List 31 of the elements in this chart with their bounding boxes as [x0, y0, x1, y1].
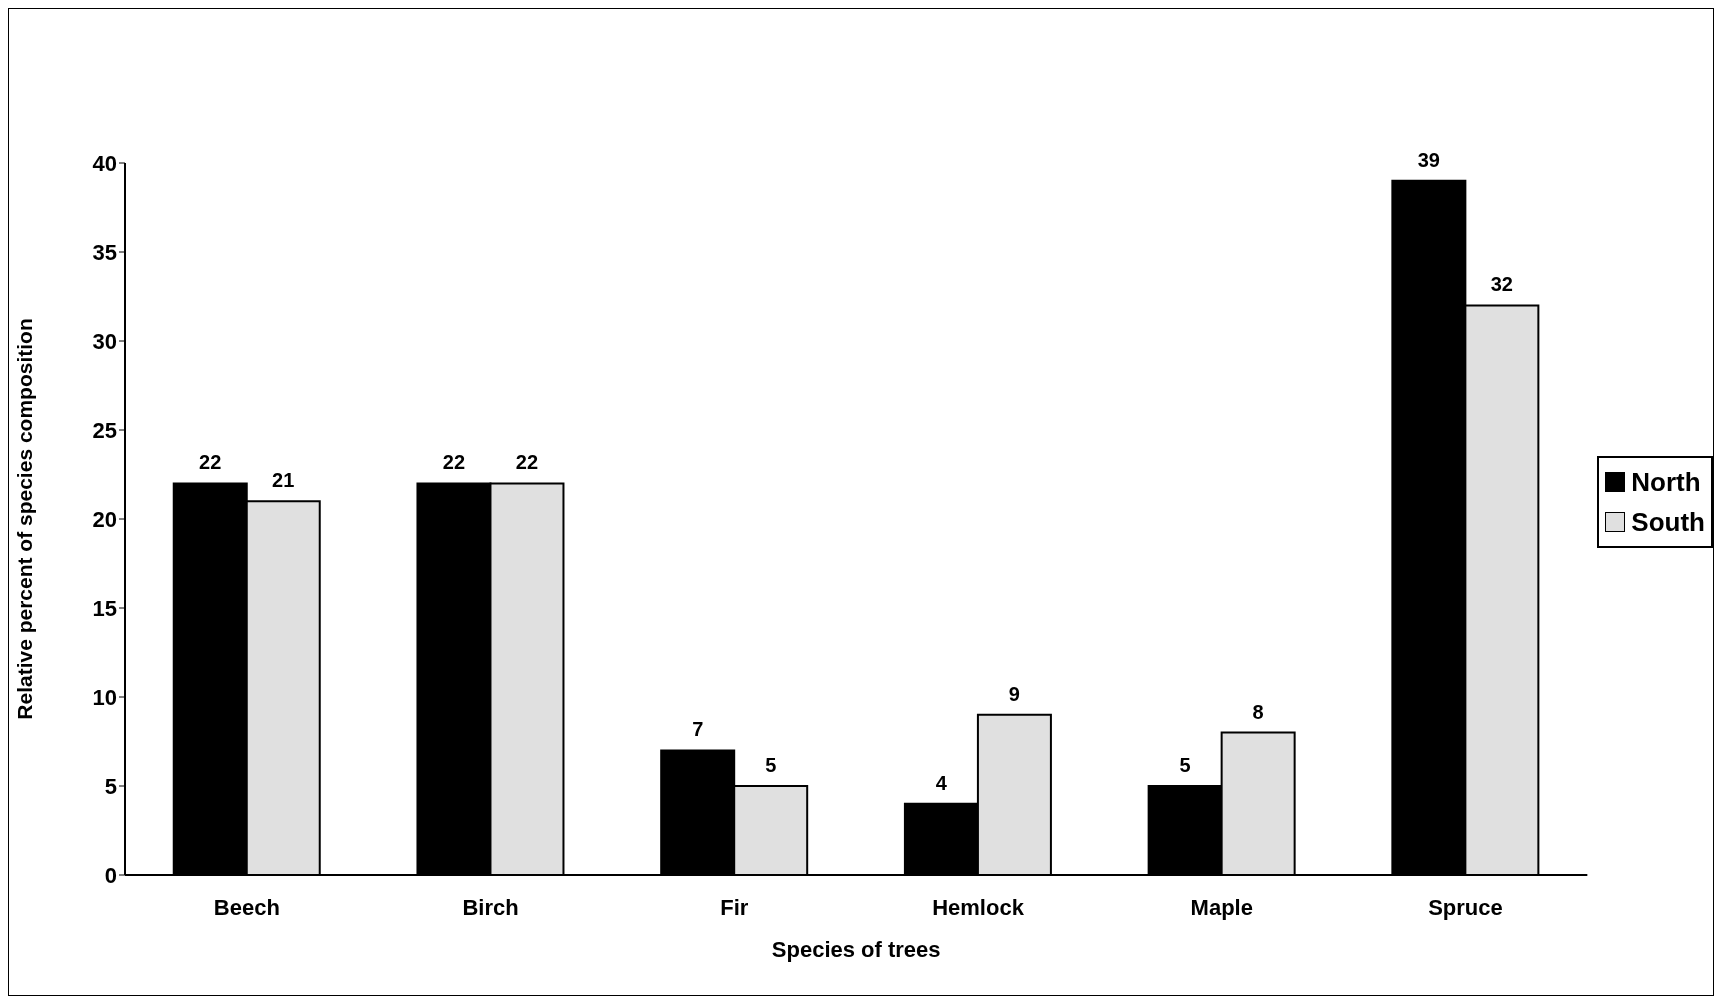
data-label: 22 — [199, 451, 222, 474]
data-label: 5 — [1179, 754, 1191, 776]
y-tick-label: 15 — [92, 595, 117, 621]
data-label: 9 — [1008, 682, 1020, 705]
y-tick-label: 20 — [92, 506, 117, 532]
data-label: 22 — [515, 451, 539, 474]
x-tick-label: Birch — [462, 894, 519, 920]
data-label: 8 — [1252, 700, 1264, 723]
legend-label: South — [1631, 506, 1705, 539]
data-label: 5 — [765, 754, 777, 776]
y-tick-label: 10 — [92, 684, 117, 710]
y-tick-label: 35 — [92, 239, 117, 265]
x-tick-label: Hemlock — [932, 894, 1025, 920]
y-tick-label: 0 — [104, 862, 117, 888]
x-tick-label: Beech — [213, 894, 280, 920]
legend-label: North — [1631, 466, 1701, 499]
x-tick-label: Fir — [720, 894, 749, 920]
data-label: 22 — [442, 451, 466, 474]
y-tick-label: 30 — [92, 328, 117, 354]
data-label: 7 — [692, 718, 704, 741]
x-axis-title: Species of trees — [771, 937, 941, 962]
y-tick-label: 40 — [92, 150, 117, 176]
y-tick-label: 25 — [92, 417, 117, 443]
y-axis-title: Relative percent of species composition — [13, 318, 37, 720]
data-label: 39 — [1417, 148, 1440, 171]
data-label: 4 — [935, 771, 948, 794]
x-tick-label: Spruce — [1428, 894, 1503, 920]
y-tick-label: 5 — [104, 773, 117, 799]
x-tick-label: Maple — [1190, 894, 1253, 920]
data-label: 32 — [1490, 273, 1513, 296]
data-label: 21 — [272, 469, 295, 492]
